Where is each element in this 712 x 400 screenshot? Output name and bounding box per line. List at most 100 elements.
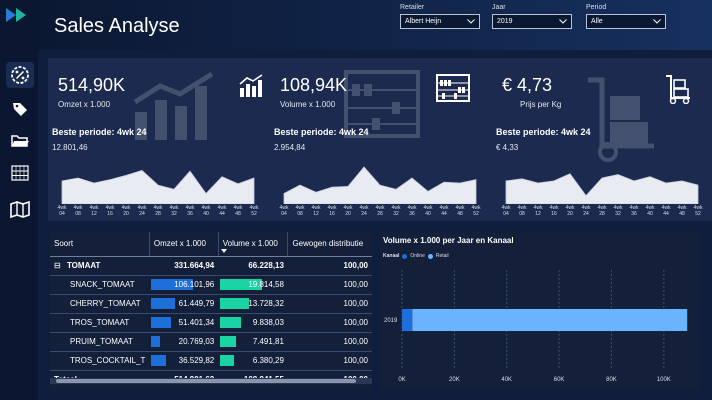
kpi-subtitle: Omzet x 1.000: [58, 100, 111, 109]
table-row[interactable]: SNACK_TOMAAT 106.101,96 19.814,58 100,00: [50, 275, 372, 295]
group-omzet: 331.664,94: [149, 256, 219, 276]
period-axis: 4wk 04 4wk 08 4wk 12 4wk 16 4wk 20 4wk 24 4wk …: [270, 205, 492, 221]
period-dropdown[interactable]: Alle: [586, 14, 666, 29]
legend-dot-retail: [427, 253, 433, 259]
period-filter-label: Period: [586, 4, 607, 11]
period-filter: Period Alle: [586, 4, 666, 29]
omzet-cell: 36.529,82: [149, 351, 219, 371]
volume-cell: 7.491,81: [218, 332, 288, 352]
volume-cell: 9.838,03: [218, 313, 288, 333]
period-tick-label: 4wk 36: [185, 205, 195, 217]
volume-chart-panel: Volume x 1.000 per Jaar en Kanaal Kanaal…: [380, 232, 700, 390]
omzet-data-bar: [151, 336, 160, 347]
kpi-card-omzet[interactable]: 514,90K Omzet x 1.000 Beste periode: 4wk…: [48, 58, 270, 221]
row-name: SNACK_TOMAAT: [50, 275, 150, 295]
distributie-value: 100,00: [287, 275, 372, 295]
volume-cell: 6.380,29: [218, 351, 288, 371]
period-tick-label: 4wk 44: [439, 205, 449, 217]
best-period-label: Beste periode: 4wk 24: [52, 127, 147, 137]
period-tick-label: 4wk 08: [517, 205, 527, 217]
omzet-data-bar: [151, 317, 172, 328]
period-tick-label: 4wk 24: [359, 205, 369, 217]
trend-area: [505, 173, 699, 204]
volume-bar-chart[interactable]: 0K 20K 40K 60K 80K 100K 2019: [380, 232, 700, 390]
column-header-omzet[interactable]: Omzet x 1.000: [149, 232, 219, 257]
jaar-dropdown[interactable]: 2019: [492, 14, 572, 29]
legend-label-retail[interactable]: Retail: [435, 253, 449, 259]
table-row[interactable]: CHERRY_TOMAAT 61.449,79 13.728,32 100,00: [50, 294, 372, 314]
price-tag-icon[interactable]: [6, 96, 34, 122]
kpi-value: € 4,73: [502, 75, 553, 95]
chevron-down-icon: [653, 19, 661, 24]
column-header-distributie[interactable]: Gewogen distributie: [287, 232, 372, 257]
distributie-value: 100,00: [287, 313, 372, 333]
period-tick-label: 4wk 20: [343, 205, 353, 217]
omzet-value: 106.101,96: [174, 280, 215, 289]
period-tick-label: 4wk 48: [233, 205, 243, 217]
server-rack-icon[interactable]: [6, 160, 34, 186]
trend-area-chart: [61, 169, 255, 204]
trend-area: [61, 169, 255, 204]
volume-value: 9.838,03: [252, 318, 284, 327]
kpi-card-prijs[interactable]: € 4,73 Prijs per Kg Beste periode: 4wk 2…: [492, 58, 712, 221]
jaar-filter: Jaar 2019: [492, 4, 572, 29]
column-header-soort[interactable]: Soort: [50, 232, 150, 257]
horizontal-scrollbar[interactable]: [50, 378, 372, 384]
period-axis: 4wk 04 4wk 08 4wk 12 4wk 16 4wk 20 4wk 24 4wk …: [492, 205, 712, 221]
volume-data-bar: [220, 355, 234, 366]
bar-chart-icon: [239, 74, 263, 97]
column-header-volume[interactable]: Volume x 1.000: [218, 232, 289, 257]
period-tick-label: 4wk 08: [295, 205, 305, 217]
omzet-data-bar: [151, 355, 166, 366]
table-row[interactable]: PRUIM_TOMAAT 20.769,03 7.491,81 100,00: [50, 332, 372, 352]
volume-data-bar: [220, 317, 242, 328]
sort-descending-icon: [220, 249, 227, 253]
retailer-dropdown[interactable]: Albert Heijn: [400, 14, 480, 29]
row-name: TROS_TOMAAT: [50, 313, 150, 333]
legend-label-online[interactable]: Online: [410, 253, 425, 259]
sales-matrix-table: Soort Omzet x 1.000 Volume x 1.000 Gewog…: [50, 232, 372, 390]
period-tick-label: 4wk 52: [471, 205, 481, 217]
omzet-value: 20.769,03: [178, 337, 215, 346]
group-distributie: 100,00: [287, 256, 372, 276]
period-tick-label: 4wk 52: [249, 205, 259, 217]
kpi-subtitle: Volume x 1.000: [280, 100, 336, 109]
period-dropdown-value: Alle: [591, 18, 603, 25]
period-tick-label: 4wk 36: [407, 205, 417, 217]
table-row[interactable]: TROS_TOMAAT 51.401,34 9.838,03 100,00: [50, 313, 372, 333]
table-header-row: Soort Omzet x 1.000 Volume x 1.000 Gewog…: [50, 232, 372, 257]
omzet-value: 61.449,79: [178, 299, 215, 308]
best-period-value: € 4,33: [496, 143, 519, 152]
retailer-filter: Retailer Albert Heijn: [400, 4, 480, 29]
column-header-volume-label: Volume x 1.000: [222, 239, 278, 249]
period-tick-label: 4wk 04: [279, 205, 289, 217]
volume-value: 13.728,32: [248, 299, 284, 308]
distributie-value: 100,00: [287, 351, 372, 371]
chart-title: Volume x 1.000 per Jaar en Kanaal: [383, 236, 514, 245]
omzet-cell: 106.101,96: [149, 275, 219, 295]
volume-cell: 13.728,32: [218, 294, 288, 314]
period-tick-label: 4wk 24: [581, 205, 591, 217]
folder-open-icon[interactable]: [6, 128, 34, 154]
table-row[interactable]: TROS_COCKTAIL_T 36.529,82 6.380,29 100,0…: [50, 351, 372, 371]
period-axis: 4wk 04 4wk 08 4wk 12 4wk 16 4wk 20 4wk 24 4wk …: [48, 205, 270, 221]
period-tick-label: 4wk 40: [201, 205, 211, 217]
table-group-row[interactable]: ⊟ TOMAAT 331.664,94 66.228,13 100,00: [50, 256, 372, 276]
omzet-value: 36.529,82: [178, 356, 215, 365]
collapse-toggle-icon[interactable]: ⊟: [54, 261, 61, 270]
scrollbar-thumb[interactable]: [56, 379, 356, 383]
map-icon[interactable]: [6, 196, 34, 222]
jaar-filter-label: Jaar: [492, 4, 506, 11]
abacus-icon: [436, 74, 470, 102]
kpi-card-volume[interactable]: 108,94K Volume x 1.000 Beste periode: 4w…: [270, 58, 492, 221]
distributie-value: 100,00: [287, 332, 372, 352]
discount-icon[interactable]: [6, 62, 34, 88]
distributie-value: 100,00: [287, 294, 372, 314]
sidebar: [0, 0, 38, 400]
period-tick-label: 4wk 12: [533, 205, 543, 217]
bar-retail[interactable]: [412, 309, 688, 331]
period-tick-label: 4wk 20: [121, 205, 131, 217]
bar-online[interactable]: [402, 309, 413, 331]
chart-legend: Kanaal Online Retail: [383, 253, 449, 259]
period-tick-label: 4wk 32: [169, 205, 179, 217]
